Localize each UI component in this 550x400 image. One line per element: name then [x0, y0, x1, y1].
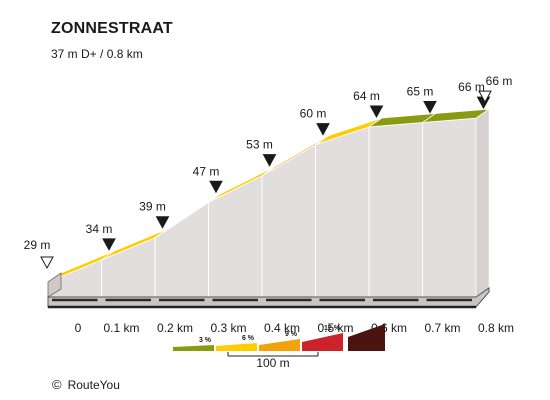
- legend-label-3: 12 %: [324, 325, 341, 332]
- legend-label-0: 3 %: [199, 337, 212, 344]
- elevation-label-4: 53 m: [246, 138, 273, 152]
- elevation-label-1: 34 m: [86, 222, 113, 236]
- legend-ramp-0: [173, 345, 214, 351]
- legend-ramp-2: [259, 339, 300, 351]
- legend-label-1: 6 %: [242, 335, 255, 342]
- legend-ramp-3: [302, 333, 343, 351]
- elevation-label-5: 60 m: [300, 107, 327, 121]
- profile-wall-6: [368, 121, 423, 298]
- profile-wall-5: [315, 126, 370, 298]
- elevation-marker-0: [40, 256, 54, 270]
- elevation-marker-6: [369, 105, 384, 118]
- elevation-marker-3: [209, 180, 223, 194]
- x-tick-label-2: 0.2 km: [157, 321, 193, 335]
- elevation-label-7: 65 m: [407, 85, 434, 99]
- chart-title: ZONNESTRAAT: [51, 20, 173, 37]
- credit-text: RouteYou: [67, 378, 120, 392]
- legend-label-2: 9 %: [285, 331, 298, 338]
- elevation-marker-2: [155, 216, 170, 229]
- elevation-marker-7: [423, 101, 437, 114]
- routeyou-credit: © RouteYou: [52, 377, 120, 392]
- x-tick-label-3: 0.3 km: [210, 321, 246, 335]
- elevation-label-0: 29 m: [24, 238, 51, 252]
- elevation-marker-5: [316, 123, 330, 136]
- x-tick-label-0: 0: [75, 321, 82, 335]
- elevation-marker-1: [102, 238, 116, 251]
- chart-subtitle: 37 m D+ / 0.8 km: [51, 47, 143, 61]
- elevation-label-6: 64 m: [353, 89, 380, 103]
- profile-wall-4: [261, 143, 316, 298]
- scale-bar-label: 100 m: [256, 356, 289, 370]
- profile-wall-3: [208, 174, 263, 298]
- copyright-icon: ©: [52, 377, 62, 392]
- x-tick-label-8: 0.8 km: [478, 321, 514, 335]
- x-tick-label-1: 0.1 km: [103, 321, 139, 335]
- profile-left-face: [47, 272, 62, 298]
- elevation-marker-9: [478, 90, 492, 104]
- x-tick-label-4: 0.4 km: [264, 321, 300, 335]
- x-tick-label-7: 0.7 km: [424, 321, 460, 335]
- legend-ramp-4: [348, 324, 385, 351]
- elevation-marker-4: [262, 154, 277, 167]
- elevation-label-3: 47 m: [193, 164, 220, 178]
- profile-right-side: [475, 108, 490, 298]
- legend-ramp-1: [216, 343, 257, 351]
- profile-wall-7: [422, 117, 477, 298]
- elevation-label-2: 39 m: [139, 200, 166, 214]
- x-tick-label-5: 0.5 km: [317, 321, 353, 335]
- elevation-label-9: 66 m: [486, 74, 513, 88]
- gradient-segment-7: [421, 108, 491, 124]
